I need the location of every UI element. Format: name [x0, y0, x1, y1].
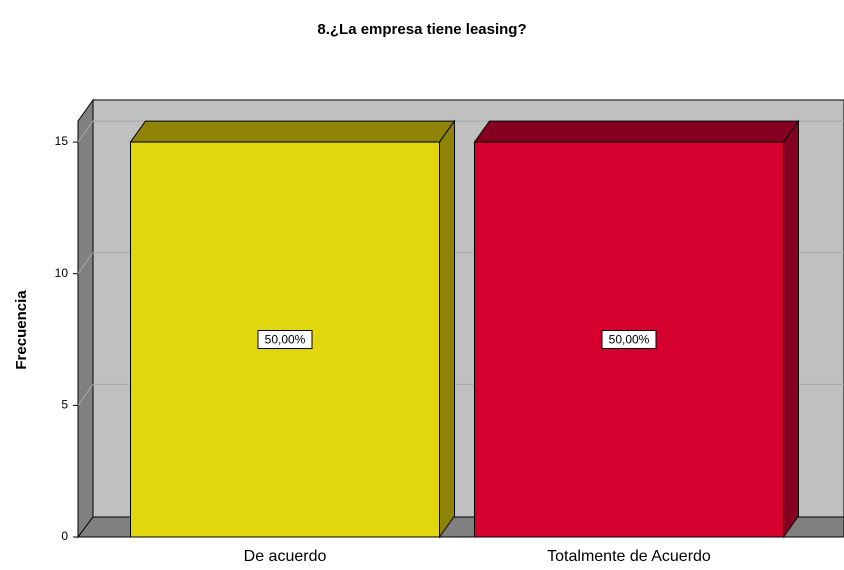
- x-tick-label: De acuerdo: [244, 548, 327, 565]
- y-tick-label: 10: [55, 266, 69, 280]
- y-axis-title: Frecuencia: [13, 290, 30, 370]
- data-label: 50,00%: [609, 333, 650, 347]
- y-tick-label: 0: [61, 529, 68, 543]
- y-tick-label: 15: [55, 134, 69, 148]
- y-tick-label: 5: [61, 398, 68, 412]
- grid-line-side: [77, 120, 94, 143]
- bar-side: [439, 119, 455, 539]
- side-wall: [77, 98, 94, 539]
- chart-title: 8.¿La empresa tiene leasing?: [317, 21, 526, 38]
- grid-line-side: [77, 252, 94, 274]
- grid-line-side: [77, 384, 94, 406]
- bar-top: [129, 120, 456, 143]
- bar-top: [473, 120, 800, 143]
- x-tick-label: Totalmente de Acuerdo: [547, 548, 711, 565]
- data-label-box: [601, 330, 657, 350]
- data-label: 50,00%: [265, 333, 306, 347]
- bar-side: [783, 119, 799, 539]
- data-label-box: [257, 330, 313, 350]
